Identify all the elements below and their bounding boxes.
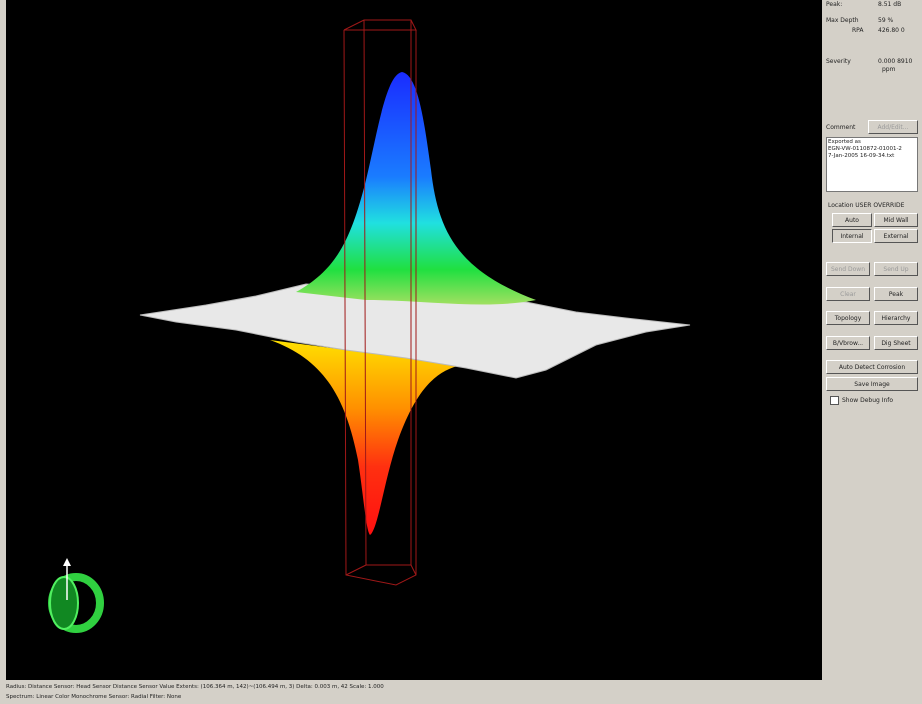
side-panel: Peak: 8.51 dB Max Depth 59 % RPA 426.80 … [822, 0, 922, 680]
field-value: 426.80 0 [878, 27, 905, 34]
wide-button[interactable]: Auto Detect Corrosion [826, 360, 918, 374]
comment-line: 7-Jan-2005 16-09-34.txt [828, 153, 916, 160]
status-bar: Radius: Distance Sensor: Head Sensor Dis… [0, 682, 922, 704]
status-line: Radius: Distance Sensor: Head Sensor Dis… [0, 682, 922, 692]
field-label: Severity [826, 58, 851, 65]
checkbox-label[interactable]: Show Debug Info [842, 397, 893, 404]
action-button[interactable]: Send Up [874, 262, 918, 276]
action-button[interactable]: Topology [826, 311, 870, 325]
app: Peak: 8.51 dB Max Depth 59 % RPA 426.80 … [0, 0, 922, 704]
comment-label: Comment [826, 124, 855, 131]
comment-line: EGN-VW-0110872-01001-2 [828, 146, 916, 153]
location-label: Location USER OVERRIDE [828, 202, 904, 209]
action-button[interactable]: Hierarchy [874, 311, 918, 325]
action-button[interactable]: Peak [874, 287, 918, 301]
field-label: Peak: [826, 1, 842, 8]
field-value: 0.000 8910 [878, 58, 912, 65]
action-button[interactable]: Send Down [826, 262, 870, 276]
location-button[interactable]: Auto [832, 213, 872, 227]
field-value: 59 % [878, 17, 893, 24]
orientation-gizmo [50, 558, 100, 629]
field-label: Max Depth [826, 17, 859, 24]
field-value: 8.51 dB [878, 1, 901, 8]
field-label: RPA [852, 27, 864, 34]
viewport-3d [6, 0, 822, 680]
status-line: Spectrum: Linear Color Monochrome Sensor… [0, 692, 922, 702]
comment-button[interactable]: Add/Edit... [868, 120, 918, 134]
checkbox[interactable] [830, 396, 839, 405]
location-button[interactable]: Mid Wall [874, 213, 918, 227]
action-button[interactable]: Clear [826, 287, 870, 301]
location-button[interactable]: Internal [832, 229, 872, 243]
wide-button[interactable]: Save Image [826, 377, 918, 391]
action-button[interactable]: B/Vbrow... [826, 336, 870, 350]
comment-box[interactable]: Exported as EGN-VW-0110872-01001-2 7-Jan… [826, 137, 918, 192]
location-button[interactable]: External [874, 229, 918, 243]
comment-line: Exported as [828, 139, 916, 146]
field-unit: ppm [882, 66, 895, 73]
action-button[interactable]: Dig Sheet [874, 336, 918, 350]
